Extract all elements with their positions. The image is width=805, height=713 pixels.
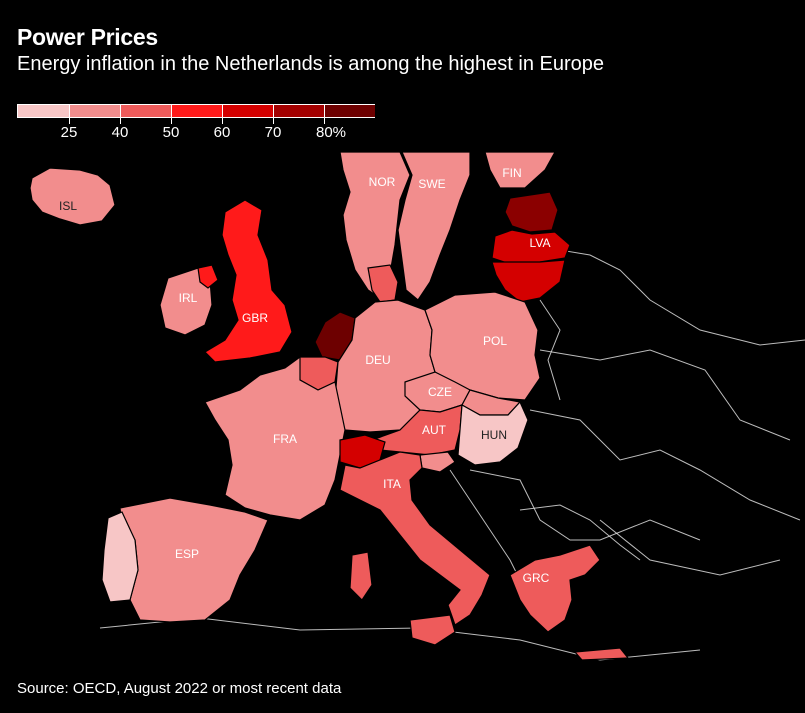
label-gbr: GBR xyxy=(242,311,268,325)
country-ltu xyxy=(491,259,566,303)
source-note: Source: OECD, August 2022 or most recent… xyxy=(17,680,342,697)
country-grc xyxy=(509,544,601,633)
country-gbr-ni xyxy=(197,264,219,289)
label-fra: FRA xyxy=(273,432,297,446)
label-esp: ESP xyxy=(175,547,199,561)
country-prt xyxy=(101,511,139,603)
europe-map: ISL NOR SWE FIN LVA IRL GBR DEU POL CZE … xyxy=(29,151,805,661)
legend-label-50: 50 xyxy=(162,124,180,141)
label-isl: ISL xyxy=(59,199,77,213)
legend-swatch-4 xyxy=(171,104,222,118)
label-deu: DEU xyxy=(365,353,390,367)
label-ita: ITA xyxy=(383,477,401,491)
legend-swatch-1 xyxy=(17,104,69,118)
legend-label-40: 40 xyxy=(111,124,129,141)
legend-swatch-3 xyxy=(120,104,171,118)
country-fin xyxy=(484,151,557,189)
country-swe xyxy=(397,151,471,301)
country-dnk xyxy=(367,264,399,303)
label-grc: GRC xyxy=(523,571,550,585)
legend-label-70: 70 xyxy=(264,124,282,141)
label-swe: SWE xyxy=(418,177,445,191)
label-lva: LVA xyxy=(530,236,551,250)
label-cze: CZE xyxy=(428,385,452,399)
country-ita-sardinia xyxy=(349,551,373,601)
label-aut: AUT xyxy=(422,423,447,437)
label-hun: HUN xyxy=(481,428,507,442)
legend-label-60: 60 xyxy=(213,124,231,141)
label-irl: IRL xyxy=(179,291,198,305)
country-est xyxy=(504,191,559,233)
legend-swatch-2 xyxy=(69,104,120,118)
country-svn xyxy=(419,451,456,473)
country-ita-sicily xyxy=(409,614,456,646)
legend-swatch-7 xyxy=(324,104,375,118)
label-fin: FIN xyxy=(502,166,521,180)
legend-swatch-5 xyxy=(222,104,273,118)
legend-label-25: 25 xyxy=(60,124,78,141)
chart-title: Power Prices xyxy=(17,24,158,50)
label-nor: NOR xyxy=(369,175,396,189)
chart-subtitle: Energy inflation in the Netherlands is a… xyxy=(17,53,605,75)
label-pol: POL xyxy=(483,334,507,348)
country-grc-crete xyxy=(573,647,630,661)
country-gbr xyxy=(204,199,293,363)
country-isl xyxy=(29,167,116,226)
country-fra xyxy=(204,355,346,521)
country-ita xyxy=(339,451,491,626)
non-data-outlines xyxy=(99,249,805,661)
legend-label-80: 80% xyxy=(315,124,347,141)
country-lva xyxy=(491,229,571,265)
country-pol xyxy=(424,291,541,401)
country-hun xyxy=(457,400,529,466)
color-legend: 25 40 50 60 70 80% xyxy=(17,104,377,144)
legend-swatch-6 xyxy=(273,104,324,118)
